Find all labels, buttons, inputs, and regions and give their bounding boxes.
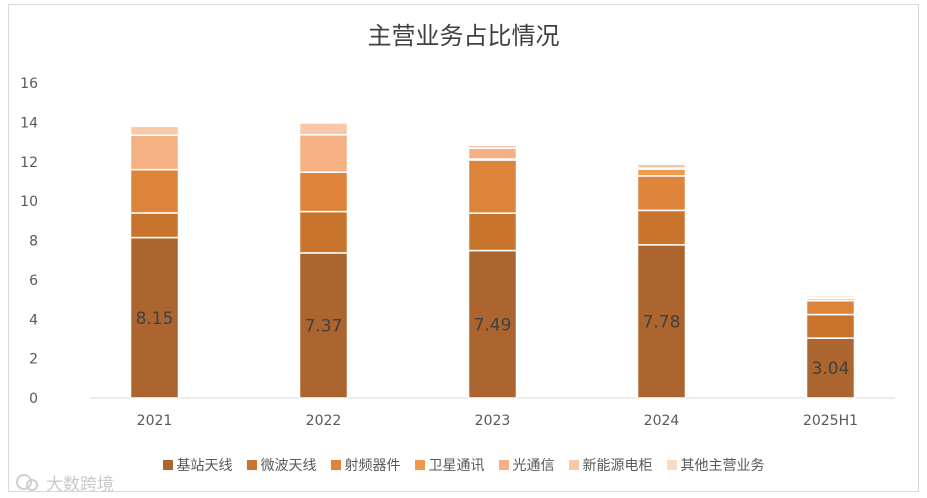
bar-segment: [805, 337, 856, 399]
y-tick-label: 14: [20, 115, 38, 131]
x-tick-label: 2025H1: [803, 413, 858, 429]
data-label: 7.49: [474, 315, 512, 335]
y-tick-label: 4: [29, 312, 38, 328]
legend: 基站天线 微波天线 射频器件 卫星通讯 光通信 新能源电柜 其他主营业务: [0, 455, 927, 475]
legend-item: 其他主营业务: [666, 455, 765, 475]
bar-segment: [129, 212, 180, 239]
legend-label: 基站天线: [176, 458, 233, 474]
x-tick-label: 2021: [137, 413, 173, 429]
x-tick-label: 2024: [644, 413, 680, 429]
bar-stacks: [129, 122, 856, 399]
legend-swatch: [498, 460, 509, 470]
legend-swatch: [162, 460, 173, 470]
y-axis-ticks: 0 2 4 6 8 10 12 14 16: [20, 76, 38, 407]
chart-frame: [8, 4, 919, 492]
legend-swatch: [414, 460, 425, 470]
data-label: 8.15: [136, 309, 174, 329]
x-axis-ticks: 2021 2022 2023 2024 2025H1: [137, 413, 858, 429]
bar-segment: [467, 212, 518, 252]
y-tick-label: 6: [29, 273, 38, 289]
legend-label: 其他主营业务: [680, 458, 765, 474]
y-tick-label: 10: [20, 194, 38, 210]
watermark-text: 大数跨境: [46, 475, 114, 495]
legend-swatch: [246, 460, 257, 470]
y-tick-label: 2: [29, 352, 38, 368]
y-tick-label: 0: [29, 391, 38, 407]
data-label: 7.37: [305, 316, 343, 336]
y-tick-label: 8: [29, 234, 38, 250]
chart-title: 主营业务占比情况: [367, 22, 560, 50]
bar-segment: [636, 168, 687, 177]
bar-segment: [129, 236, 180, 399]
x-tick-label: 2023: [475, 413, 511, 429]
legend-label: 新能源电柜: [582, 458, 653, 474]
bar-segment: [636, 209, 687, 246]
bar-segment: [298, 171, 349, 213]
legend-label: 射频器件: [344, 458, 401, 474]
legend-label: 微波天线: [260, 458, 317, 474]
legend-item: 射频器件: [330, 455, 401, 475]
legend-item: 新能源电柜: [568, 455, 653, 475]
legend-swatch: [568, 460, 579, 470]
bar-segment: [467, 249, 518, 399]
bar-segment: [636, 244, 687, 399]
bar-segment: [129, 134, 180, 171]
bar-segment: [129, 125, 180, 136]
legend-item: 微波天线: [246, 455, 317, 475]
y-tick-label: 16: [20, 76, 38, 92]
bar-segment: [298, 134, 349, 173]
watermark: 大数跨境: [14, 470, 114, 495]
bar-segment: [805, 299, 856, 316]
bar-segment: [298, 122, 349, 136]
bar-segment: [467, 159, 518, 214]
legend-swatch: [666, 460, 677, 470]
data-labels: 8.15 7.37 7.49 7.78 3.04: [136, 309, 850, 379]
chat-bubble-icon: [16, 473, 38, 491]
bar-segment: [467, 147, 518, 160]
legend-swatch: [330, 460, 341, 470]
bar-segment: [636, 175, 687, 212]
y-tick-label: 12: [20, 155, 38, 171]
bar-segment: [467, 143, 518, 146]
legend-label: 卫星通讯: [428, 458, 485, 474]
bar-segment: [805, 313, 856, 339]
x-tick-label: 2022: [306, 413, 342, 429]
data-label: 3.04: [812, 359, 850, 379]
bar-segment: [129, 168, 180, 214]
bar-segment: [298, 210, 349, 254]
legend-label: 光通信: [512, 458, 555, 474]
bar-segment: [636, 162, 687, 165]
data-label: 7.78: [643, 312, 681, 332]
legend-item: 卫星通讯: [414, 455, 485, 475]
legend-item: 基站天线: [162, 455, 233, 475]
legend-item: 光通信: [498, 455, 555, 475]
